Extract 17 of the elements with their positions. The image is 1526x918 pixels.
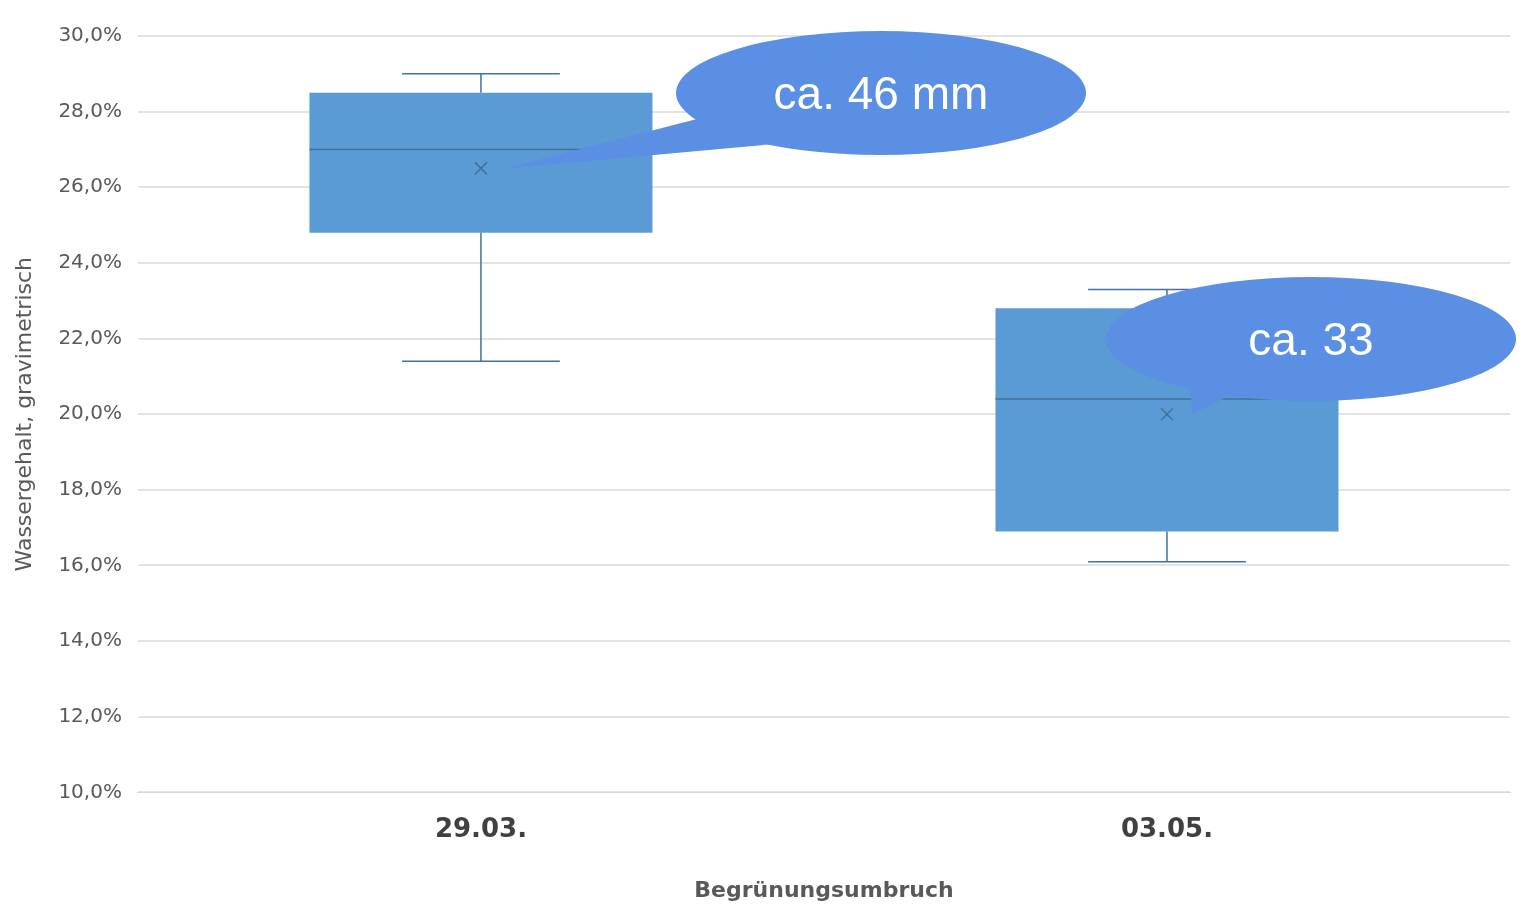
y-tick-label: 14,0% <box>58 627 122 652</box>
y-axis-title: Wassergehalt, gravimetrisch <box>10 256 36 572</box>
x-tick-label: 29.03. <box>434 812 528 843</box>
y-tick-label: 20,0% <box>58 400 122 425</box>
y-tick-label: 12,0% <box>58 702 122 727</box>
y-tick-label: 16,0% <box>58 551 122 576</box>
y-tick-label: 28,0% <box>58 97 122 122</box>
y-tick-label: 24,0% <box>58 249 122 274</box>
y-tick-label: 22,0% <box>58 324 122 349</box>
annotation: ca. 33 <box>1248 312 1374 367</box>
y-tick-label: 30,0% <box>58 22 122 47</box>
x-tick-label: 03.05. <box>1120 812 1214 843</box>
x-axis-title: Begrünungsumbruch <box>694 876 954 902</box>
y-tick-label: 10,0% <box>58 778 122 803</box>
annotation: ca. 46 mm <box>773 66 989 121</box>
y-tick-label: 18,0% <box>58 476 122 501</box>
y-tick-label: 26,0% <box>58 173 122 198</box>
